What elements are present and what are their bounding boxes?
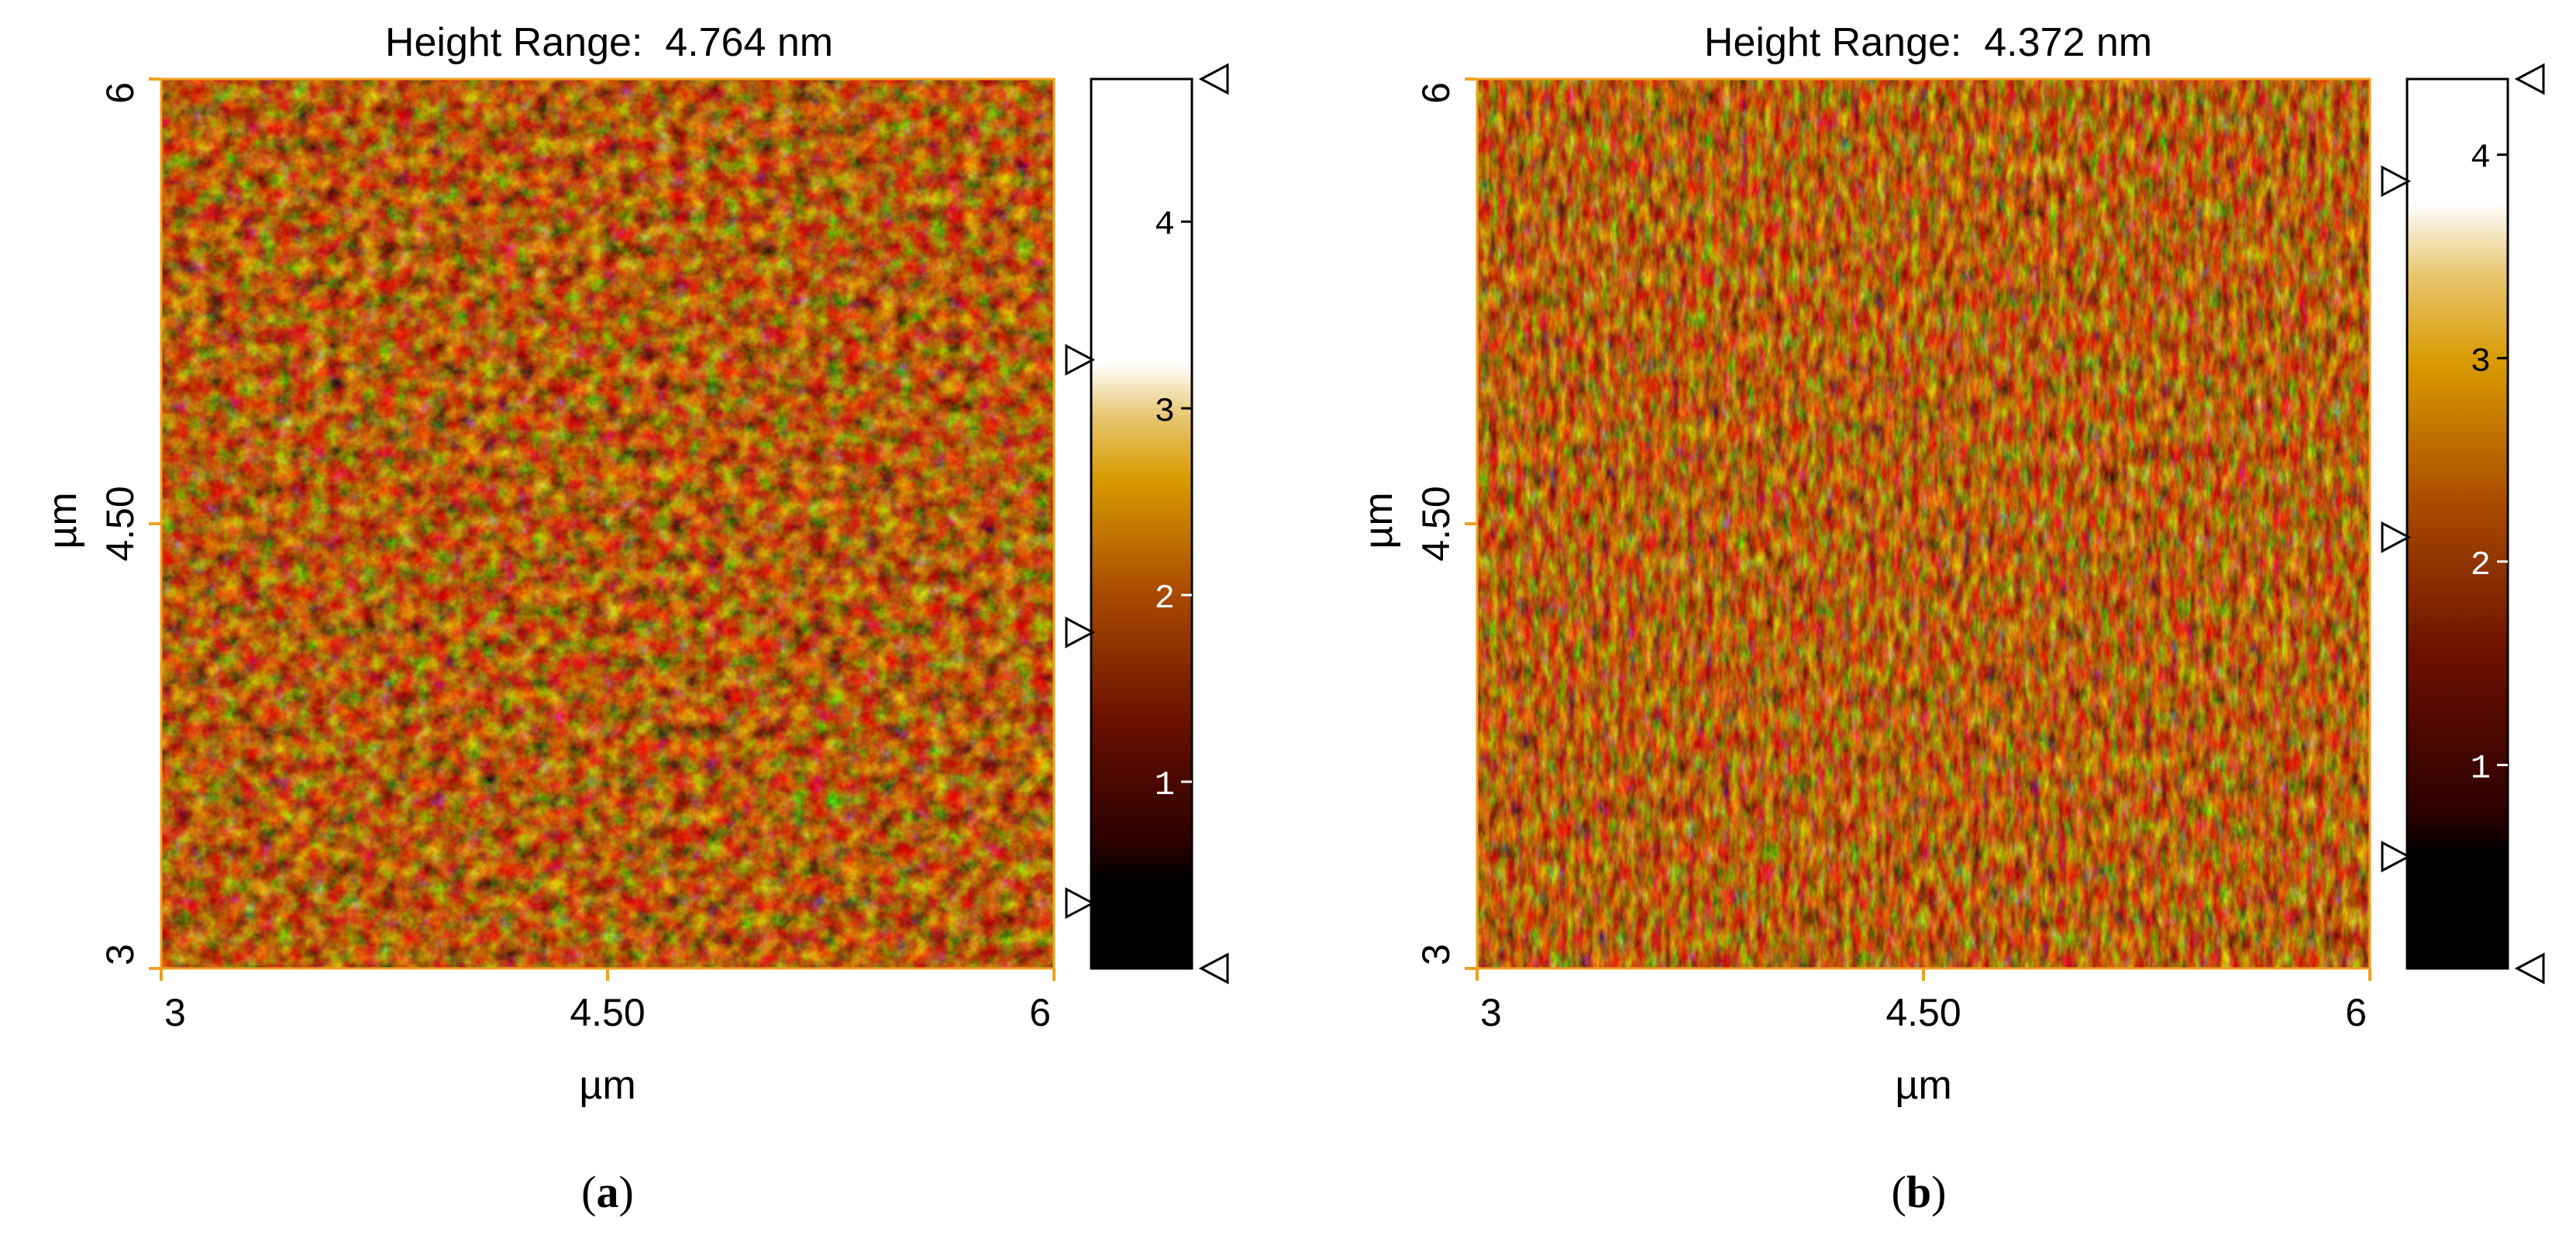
panel-b-colorbar-ticks: 1 2 3 4	[2471, 139, 2508, 788]
panel-a-colorbar-tick-label: 3	[1155, 393, 1175, 432]
panel-a-colorbar-ticks: 1 2 3 4	[1155, 206, 1192, 805]
panel-a-range-marker[interactable]	[1198, 63, 1229, 95]
panel-a-image	[161, 79, 1054, 968]
panel-a-y-tick-label: 3	[98, 944, 142, 965]
panel-b-range-marker[interactable]	[2514, 63, 2545, 95]
panel-b-x-tick-label: 6	[2345, 991, 2367, 1034]
svg-text:(b): (b)	[1892, 1167, 1947, 1217]
panel-b-x-label: µm	[1895, 1063, 1951, 1108]
panel-a-colorbar-tick-label: 4	[1155, 206, 1175, 245]
panel-b-caption-letter: b	[1906, 1167, 1931, 1217]
panel-a-caption-letter: a	[597, 1167, 619, 1217]
panel-a-y-tick-label: 4.50	[98, 486, 142, 561]
panel-a-caption: (a)	[581, 1167, 634, 1217]
panel-b-y-tick-label: 6	[1414, 82, 1458, 104]
panel-a-y-label: µm	[40, 492, 85, 549]
panel-b-colorbar-tick-label: 4	[2471, 139, 2491, 178]
panel-b-colorbar-markers	[2381, 63, 2545, 985]
panel-b-y-label: µm	[1356, 492, 1401, 549]
panel-a-contrast-marker[interactable]	[1065, 616, 1096, 648]
panel-a-title: Height Range: 4.764 nm	[385, 20, 833, 65]
panel-a: Height Range: 4.764 nm 1 2 3 4 3 4.50 6 3 4.50…	[40, 20, 1229, 1217]
panel-b-colorbar-tick-label: 1	[2471, 749, 2491, 788]
panel-b-title: Height Range: 4.372 nm	[1704, 20, 2152, 65]
panel-a-range-marker[interactable]	[1198, 952, 1229, 985]
panel-b-range-marker[interactable]	[2514, 952, 2545, 985]
panel-a-y-axis: 3 4.50 6	[98, 77, 161, 970]
panel-a-y-tick-label: 6	[98, 82, 142, 104]
panel-a-colorbar-tick-label: 1	[1155, 766, 1175, 805]
panel-a-x-tick-label: 6	[1029, 991, 1051, 1034]
panel-b-contrast-marker[interactable]	[2381, 521, 2412, 553]
panel-b-image	[1477, 79, 2370, 968]
panel-a-colorbar	[1090, 77, 1193, 970]
panel-a-contrast-marker[interactable]	[1065, 887, 1096, 920]
panel-b: Height Range: 4.372 nm 1 2 3 4 3 4.50 6 3 4.50…	[1356, 20, 2545, 1217]
panel-b-caption: (b)	[1892, 1167, 1947, 1217]
panel-b-y-tick-label: 4.50	[1414, 486, 1458, 561]
panel-a-contrast-marker[interactable]	[1065, 343, 1096, 376]
panel-a-x-tick-label: 3	[164, 991, 186, 1034]
panel-b-x-tick-label: 4.50	[1886, 991, 1961, 1034]
panel-a-colorbar-markers	[1065, 63, 1229, 985]
panel-a-x-axis: 3 4.50 6	[160, 968, 1056, 1034]
svg-text:(a): (a)	[581, 1167, 634, 1217]
panel-b-y-axis: 3 4.50 6	[1414, 77, 1477, 970]
panel-a-x-label: µm	[579, 1063, 635, 1108]
panel-b-y-tick-label: 3	[1414, 944, 1458, 965]
panel-b-contrast-marker[interactable]	[2381, 165, 2412, 198]
panel-a-colorbar-tick-label: 2	[1155, 580, 1175, 618]
panel-b-colorbar-tick-label: 3	[2471, 342, 2491, 381]
panel-b-x-axis: 3 4.50 6	[1476, 968, 2371, 1034]
panel-b-contrast-marker[interactable]	[2381, 841, 2412, 873]
panel-b-colorbar-tick-label: 2	[2471, 546, 2491, 585]
panel-b-colorbar	[2406, 77, 2509, 970]
panel-a-x-tick-label: 4.50	[570, 991, 645, 1034]
panel-b-x-tick-label: 3	[1480, 991, 1502, 1034]
